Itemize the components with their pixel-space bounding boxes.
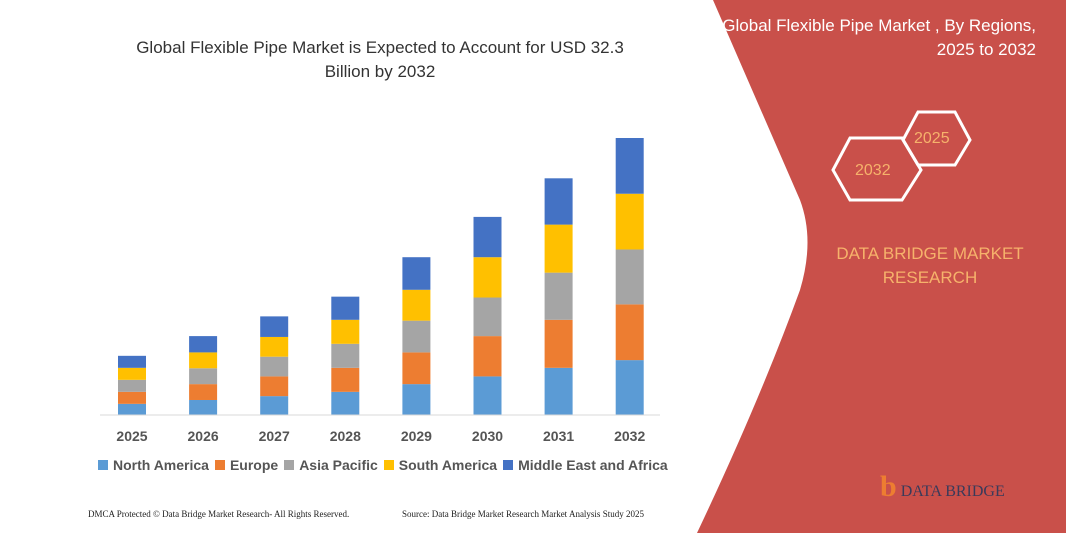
x-tick-label: 2026 bbox=[188, 428, 219, 444]
x-tick-label: 2030 bbox=[472, 428, 503, 444]
bar-2030-asia-pacific bbox=[473, 297, 502, 337]
chart-title: Global Flexible Pipe Market is Expected … bbox=[136, 38, 624, 81]
legend: North America Europe Asia Pacific South Ame… bbox=[98, 457, 668, 473]
hex-label-2032: 2032 bbox=[855, 162, 891, 179]
x-tick-label: 2025 bbox=[116, 428, 147, 444]
legend-item: Middle East and Africa bbox=[503, 457, 668, 473]
footer-source: Source: Data Bridge Market Research Mark… bbox=[402, 509, 644, 519]
bar-2027-north-america bbox=[260, 396, 289, 415]
bar-2029-south-america bbox=[402, 289, 431, 321]
bar-2032-europe bbox=[615, 304, 644, 361]
legend-label: South America bbox=[398, 457, 498, 473]
bar-2029-north-america bbox=[402, 384, 431, 415]
legend-item: Europe bbox=[214, 457, 279, 473]
chart-area: 2025 2026 2027 2028 2029 2030 2031 2032 bbox=[116, 138, 645, 444]
panel-title: Global Flexible Pipe Market , By Regions… bbox=[722, 16, 1036, 59]
legend-swatch bbox=[214, 460, 225, 470]
bar-2029-europe bbox=[402, 352, 431, 385]
logo-mark-icon: b bbox=[880, 470, 897, 503]
bar-2030-europe bbox=[473, 336, 502, 377]
bar-2027-europe bbox=[260, 376, 289, 397]
bar-2025-asia-pacific bbox=[118, 379, 146, 392]
legend-item: Asia Pacific bbox=[284, 457, 378, 473]
bar-2030-north-america bbox=[473, 376, 502, 415]
legend-swatch bbox=[284, 460, 295, 470]
bar-2029-asia-pacific bbox=[402, 320, 431, 353]
legend-swatch bbox=[383, 460, 394, 470]
hex-2032 bbox=[831, 136, 923, 202]
bar-2026-north-america bbox=[189, 399, 218, 415]
side-panel bbox=[697, 0, 1066, 533]
footer-copyright: DMCA Protected © Data Bridge Market Rese… bbox=[88, 509, 350, 519]
logo: b DATA BRIDGE bbox=[880, 470, 1005, 504]
brand-text: DATA BRIDGE MARKET RESEARCH bbox=[836, 244, 1024, 287]
bar-2032-south-america bbox=[615, 193, 644, 250]
hex-label-2025: 2025 bbox=[914, 130, 950, 147]
x-tick-label: 2031 bbox=[543, 428, 574, 444]
bar-2028-middle-east-and-africa bbox=[331, 296, 360, 320]
legend-label: North America bbox=[113, 457, 209, 473]
bar-2032-asia-pacific bbox=[615, 249, 644, 305]
x-tick-label: 2027 bbox=[259, 428, 290, 444]
bar-2031-europe bbox=[544, 319, 573, 368]
bar-2027-asia-pacific bbox=[260, 356, 289, 377]
bar-2031-south-america bbox=[544, 224, 573, 273]
bar-2025-middle-east-and-africa bbox=[118, 355, 146, 368]
bar-2031-asia-pacific bbox=[544, 272, 573, 320]
bar-2025-south-america bbox=[118, 367, 146, 380]
x-tick-label: 2032 bbox=[614, 428, 645, 444]
bar-2032-north-america bbox=[615, 360, 644, 415]
bar-2027-middle-east-and-africa bbox=[260, 316, 289, 337]
bar-2025-north-america bbox=[118, 403, 146, 415]
bar-2027-south-america bbox=[260, 336, 289, 357]
bar-2031-middle-east-and-africa bbox=[544, 178, 573, 225]
legend-label: Middle East and Africa bbox=[518, 457, 668, 473]
bar-2032-middle-east-and-africa bbox=[615, 138, 644, 194]
legend-label: Asia Pacific bbox=[299, 457, 378, 473]
bar-2028-europe bbox=[331, 367, 360, 392]
bar-2026-middle-east-and-africa bbox=[189, 336, 218, 353]
legend-label: Europe bbox=[229, 457, 279, 473]
bar-2031-north-america bbox=[544, 367, 573, 415]
bar-2030-middle-east-and-africa bbox=[473, 216, 502, 258]
legend-item: North America bbox=[98, 457, 209, 473]
bar-2026-asia-pacific bbox=[189, 368, 218, 385]
bar-2026-south-america bbox=[189, 352, 218, 369]
legend-swatch bbox=[503, 460, 514, 470]
logo-text: DATA BRIDGE bbox=[900, 483, 1005, 500]
bar-2028-north-america bbox=[331, 391, 360, 415]
legend-item: South America bbox=[383, 457, 498, 473]
bar-2028-south-america bbox=[331, 319, 360, 344]
bar-2026-europe bbox=[189, 384, 218, 400]
bar-2029-middle-east-and-africa bbox=[402, 257, 431, 290]
x-tick-label: 2028 bbox=[330, 428, 361, 444]
x-tick-label: 2029 bbox=[401, 428, 432, 444]
bar-2025-europe bbox=[118, 391, 146, 404]
bar-2030-south-america bbox=[473, 257, 502, 298]
bar-2028-asia-pacific bbox=[331, 343, 360, 368]
legend-swatch bbox=[98, 460, 108, 470]
